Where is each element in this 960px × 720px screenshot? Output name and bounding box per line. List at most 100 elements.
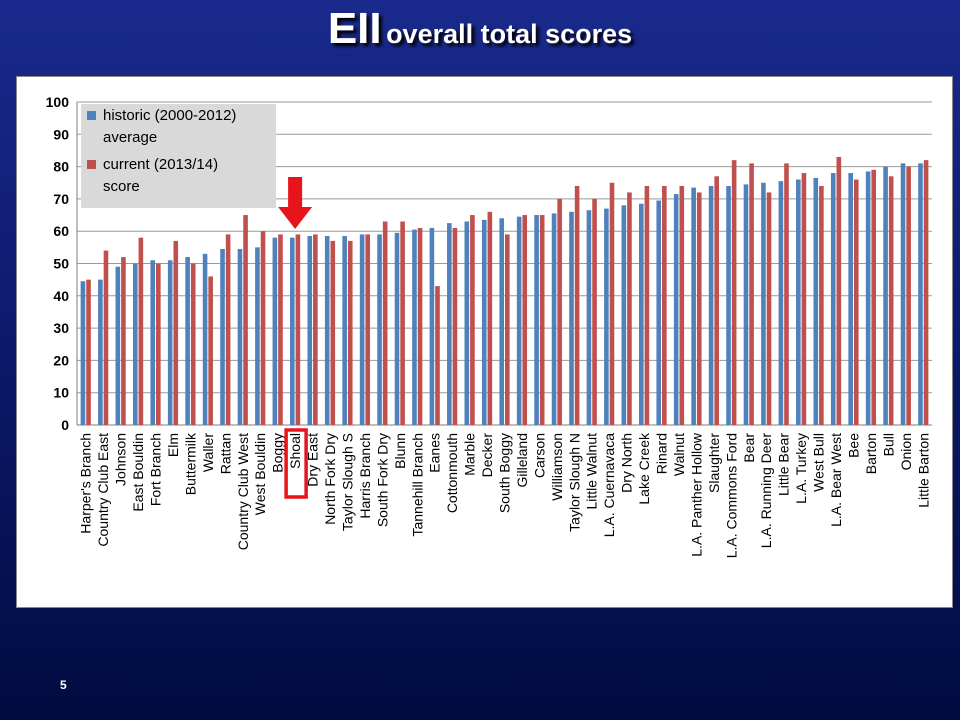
y-tick-label: 70	[53, 191, 69, 207]
bar-current	[260, 231, 266, 425]
bar-historic	[394, 232, 400, 425]
bar-current	[295, 234, 301, 425]
bar-historic	[569, 211, 574, 425]
x-category-label: L.A. Turkey	[793, 433, 809, 504]
bar-historic	[150, 260, 156, 425]
bar-current	[679, 185, 685, 425]
bar-current	[505, 234, 510, 425]
y-tick-label: 50	[53, 256, 69, 272]
x-category-label: East Bouldin	[130, 433, 146, 512]
bar-historic	[481, 219, 487, 425]
bar-current	[888, 176, 894, 425]
y-tick-label: 30	[53, 320, 69, 336]
bar-historic	[342, 236, 347, 425]
bar-current	[400, 221, 405, 425]
bar-historic	[167, 260, 173, 425]
x-category-label: Onion	[898, 433, 914, 470]
legend-label: historic (2000-2012)	[103, 107, 236, 124]
legend-box	[81, 104, 276, 208]
x-category-label: Buttermilk	[182, 432, 198, 495]
bar-historic	[743, 184, 749, 425]
bar-historic	[132, 263, 138, 425]
bar-current	[417, 227, 423, 425]
bar-historic	[255, 247, 260, 425]
x-category-label: Eanes	[427, 433, 443, 473]
legend-label: current (2013/14)	[103, 156, 218, 173]
bar-current	[592, 198, 597, 425]
bar-current	[749, 163, 754, 425]
bar-current	[871, 169, 877, 425]
x-category-label: Slaughter	[706, 433, 722, 493]
x-category-label: Tannehill Branch	[409, 433, 425, 537]
bar-historic	[272, 237, 278, 425]
x-category-label: Lake Creek	[636, 432, 652, 505]
bar-current	[86, 279, 91, 425]
bar-historic	[708, 185, 714, 425]
x-category-label: Decker	[479, 433, 495, 478]
x-category-label: Williamson	[549, 433, 565, 501]
bar-historic	[726, 185, 731, 425]
bar-current	[522, 215, 528, 425]
bar-historic	[586, 210, 592, 425]
bar-historic	[307, 236, 313, 425]
bar-current	[121, 257, 126, 425]
bar-historic	[865, 171, 871, 425]
x-category-label: L.A. Panther Hollow	[688, 432, 704, 557]
y-tick-label: 90	[53, 126, 69, 142]
bar-current	[714, 176, 719, 425]
bar-current	[766, 192, 772, 425]
bar-current	[156, 263, 161, 425]
x-category-label: Bull	[880, 433, 896, 456]
x-category-label: L.A. Commons Ford	[723, 433, 739, 558]
x-category-label: Little Walnut	[584, 433, 600, 510]
bar-historic	[290, 237, 295, 425]
bar-current	[557, 198, 562, 425]
bar-historic	[377, 234, 382, 425]
bar-historic	[761, 182, 766, 425]
bar-current	[801, 173, 807, 425]
bar-current	[487, 211, 493, 425]
bar-historic	[516, 216, 522, 425]
x-category-label: Taylor Slough S	[339, 433, 355, 531]
x-category-label: Barton	[863, 433, 879, 474]
x-category-label: Walnut	[671, 433, 687, 476]
x-category-label: Blunn	[392, 433, 408, 469]
bar-historic	[900, 163, 906, 425]
x-category-label: L.A. Running Deer	[758, 433, 774, 549]
bar-historic	[778, 181, 784, 425]
slide-title-main: EII	[327, 4, 382, 53]
y-tick-label: 40	[53, 288, 69, 304]
bar-current	[470, 215, 475, 425]
x-category-label: Harris Branch	[357, 433, 373, 519]
slide-title: EII overall total scores	[0, 4, 960, 54]
bar-historic	[324, 236, 330, 425]
bar-current	[662, 185, 667, 425]
bar-historic	[447, 223, 452, 425]
x-category-label: Dry East	[305, 433, 321, 487]
bar-historic	[534, 215, 539, 425]
bar-current	[243, 215, 248, 425]
bar-historic	[621, 205, 627, 425]
bar-historic	[412, 229, 417, 425]
bar-historic	[883, 166, 888, 425]
bar-current	[836, 156, 842, 425]
bar-current	[138, 237, 144, 425]
bar-current	[731, 160, 737, 425]
x-category-label: Boggy	[270, 433, 286, 473]
x-category-label: Johnson	[113, 433, 129, 486]
bar-current	[574, 185, 580, 425]
bar-current	[627, 192, 632, 425]
bar-historic	[673, 194, 679, 425]
bar-current	[923, 160, 929, 425]
bar-current	[784, 163, 789, 425]
x-category-label: West Bouldin	[252, 433, 268, 515]
bar-historic	[464, 221, 470, 425]
bar-historic	[80, 281, 86, 425]
bar-current	[173, 240, 179, 425]
bar-historic	[551, 213, 557, 425]
bar-historic	[604, 208, 609, 425]
x-category-label: Bear	[741, 433, 757, 463]
x-category-label: Shoal	[287, 433, 303, 469]
x-category-label: Country Club West	[235, 433, 251, 550]
chart-frame: 0 10 20 30 40 50 60 70 80 90 100 Harper's Branch Cou…	[16, 76, 953, 608]
